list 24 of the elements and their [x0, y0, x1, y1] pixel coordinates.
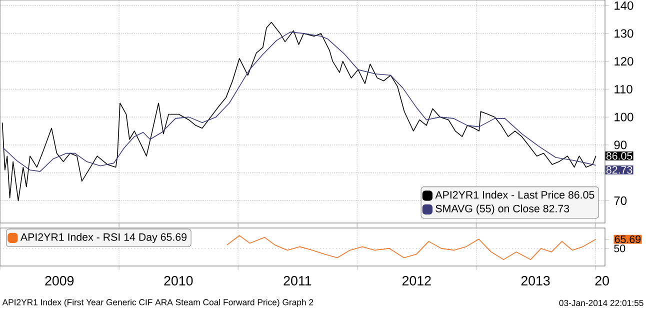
legend-label: API2YR1 Index - RSI 14 Day 65.69 [20, 233, 187, 243]
text: 03-Jan-2014 22:01:55 [559, 300, 644, 306]
y-tick-label: 100 [614, 112, 634, 122]
y-tick-label: 65.69 [614, 236, 641, 244]
y-tick-label: 120 [614, 57, 634, 66]
x-tick-label: 20 [595, 276, 609, 286]
x-tick-label: 2010 [164, 276, 193, 286]
x-tick-label: 2013 [521, 276, 550, 286]
line-series [226, 235, 596, 260]
line-series [2, 32, 596, 172]
legend-label: API2YR1 Index - Last Price 86.05 [435, 190, 594, 199]
data-label: 82.73 [606, 166, 632, 174]
y-tick-label: 140 [614, 1, 634, 10]
y-tick-label: 90 [614, 140, 627, 150]
legend-label: SMAVG (55) on Close 82.73 [436, 204, 570, 214]
text: API2YR1 Index (First Year Generic CIF ARA Steam Coal Forward Price) Graph 2 [2, 298, 314, 308]
y-tick-label: 130 [614, 29, 634, 38]
y-tick-label: 70 [614, 196, 627, 205]
y-tick-label: 110 [614, 84, 632, 94]
x-tick-label: 2009 [45, 276, 74, 286]
y-tick-label: 50 [614, 244, 626, 252]
data-label: 86.05 [606, 152, 632, 160]
x-tick-label: 2012 [402, 276, 431, 286]
x-tick-label: 2011 [284, 276, 312, 286]
